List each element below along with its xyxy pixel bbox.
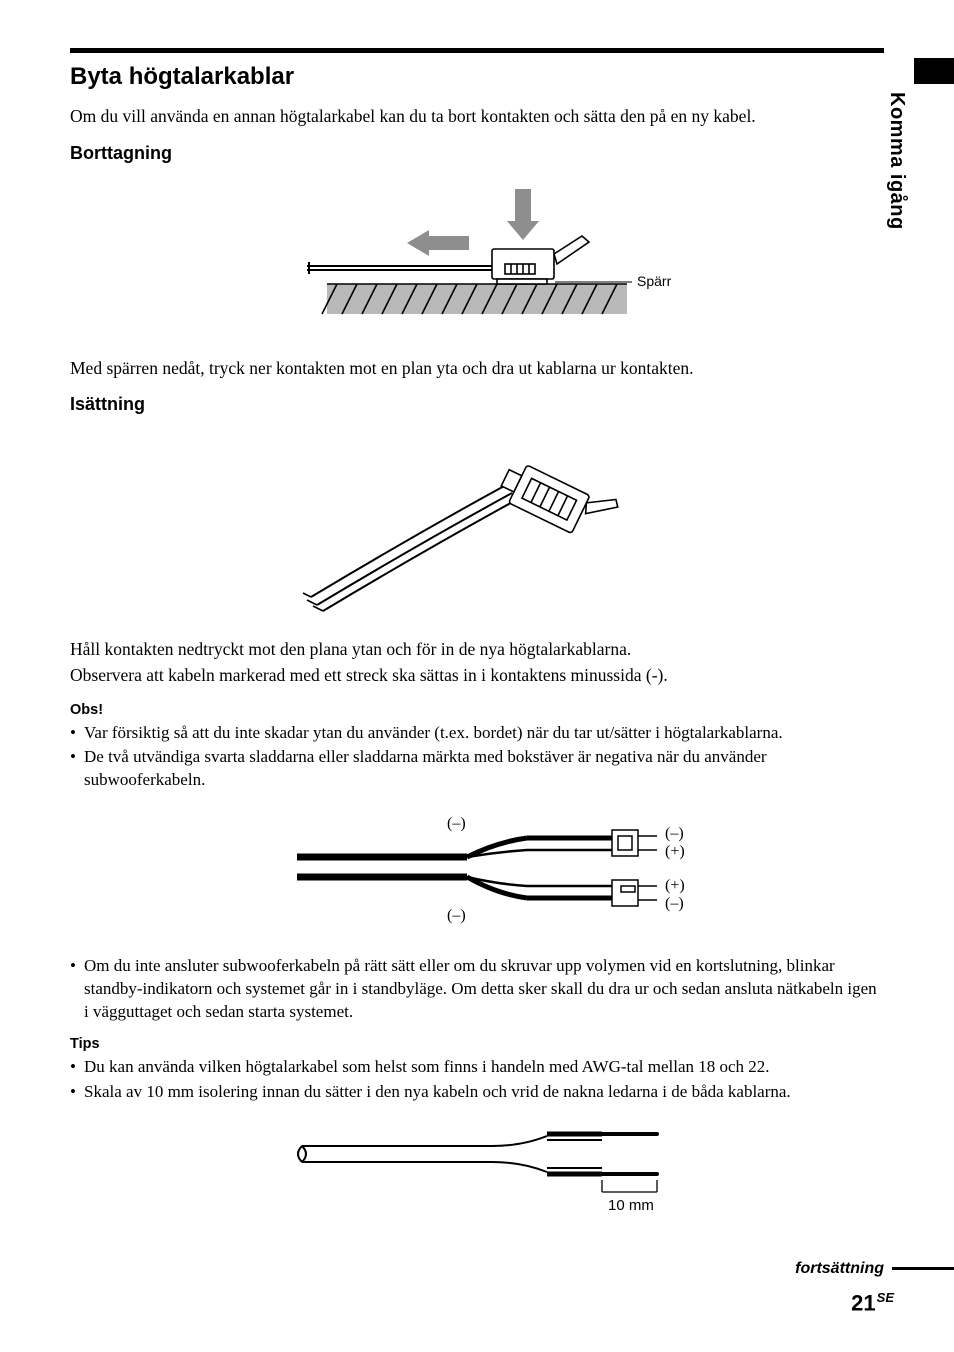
tips-heading: Tips <box>70 1036 884 1052</box>
tips-list: • Du kan använda vilken högtalarkabel so… <box>70 1056 884 1104</box>
page-content: Byta högtalarkablar Om du vill använda e… <box>0 0 954 1352</box>
measure-label: 10 mm <box>608 1197 654 1214</box>
note-item: • Var försiktig så att du inte skadar yt… <box>70 722 884 745</box>
continuation-label: fortsättning <box>795 1260 884 1278</box>
strip-figure: 10 mm <box>70 1114 884 1219</box>
note-text: De två utvändiga svarta sladdarna eller … <box>84 746 884 792</box>
tip-text: Skala av 10 mm isolering innan du sätter… <box>84 1081 884 1104</box>
tip-text: Du kan använda vilken högtalarkabel som … <box>84 1056 884 1079</box>
removal-figure: Spärr <box>70 174 884 339</box>
polarity-figure: (–) (–) (–) (+) (+) (–) <box>70 802 884 937</box>
page-number: 21SE <box>851 1290 894 1316</box>
plus-label-bottom-right: (+) <box>665 877 685 894</box>
page-suffix: SE <box>877 1290 894 1305</box>
removal-text: Med spärren nedåt, tryck ner kontakten m… <box>70 357 884 381</box>
top-rule <box>70 48 884 53</box>
note-item: • Om du inte ansluter subwooferkabeln på… <box>70 955 884 1024</box>
minus-label-top-right: (–) <box>665 825 684 842</box>
intro-text: Om du vill använda en annan högtalarkabe… <box>70 105 884 129</box>
tip-item: • Skala av 10 mm isolering innan du sätt… <box>70 1081 884 1104</box>
insertion-figure <box>70 425 884 620</box>
note-text: Var försiktig så att du inte skadar ytan… <box>84 722 884 745</box>
insertion-text-1: Håll kontakten nedtryckt mot den plana y… <box>70 638 884 662</box>
section-title: Byta högtalarkablar <box>70 63 884 91</box>
removal-heading: Borttagning <box>70 143 884 164</box>
insertion-text-2: Observera att kabeln markerad med ett st… <box>70 664 884 688</box>
footer-rule <box>892 1267 954 1270</box>
page-num: 21 <box>851 1290 875 1315</box>
minus-label-bottom-right: (–) <box>665 895 684 912</box>
note-text: Om du inte ansluter subwooferkabeln på r… <box>84 955 884 1024</box>
minus-label-bottom-left: (–) <box>447 907 466 924</box>
minus-label-top-left: (–) <box>447 815 466 832</box>
plus-label-top-right: (+) <box>665 843 685 860</box>
note-list-2: • Om du inte ansluter subwooferkabeln på… <box>70 955 884 1024</box>
note-item: • De två utvändiga svarta sladdarna elle… <box>70 746 884 792</box>
sparr-label: Spärr <box>637 273 672 289</box>
note-heading: Obs! <box>70 702 884 718</box>
insertion-heading: Isättning <box>70 394 884 415</box>
tip-item: • Du kan använda vilken högtalarkabel so… <box>70 1056 884 1079</box>
note-list: • Var försiktig så att du inte skadar yt… <box>70 722 884 793</box>
